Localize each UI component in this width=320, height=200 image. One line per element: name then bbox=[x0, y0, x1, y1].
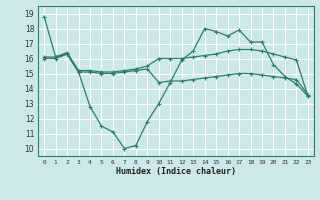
X-axis label: Humidex (Indice chaleur): Humidex (Indice chaleur) bbox=[116, 167, 236, 176]
